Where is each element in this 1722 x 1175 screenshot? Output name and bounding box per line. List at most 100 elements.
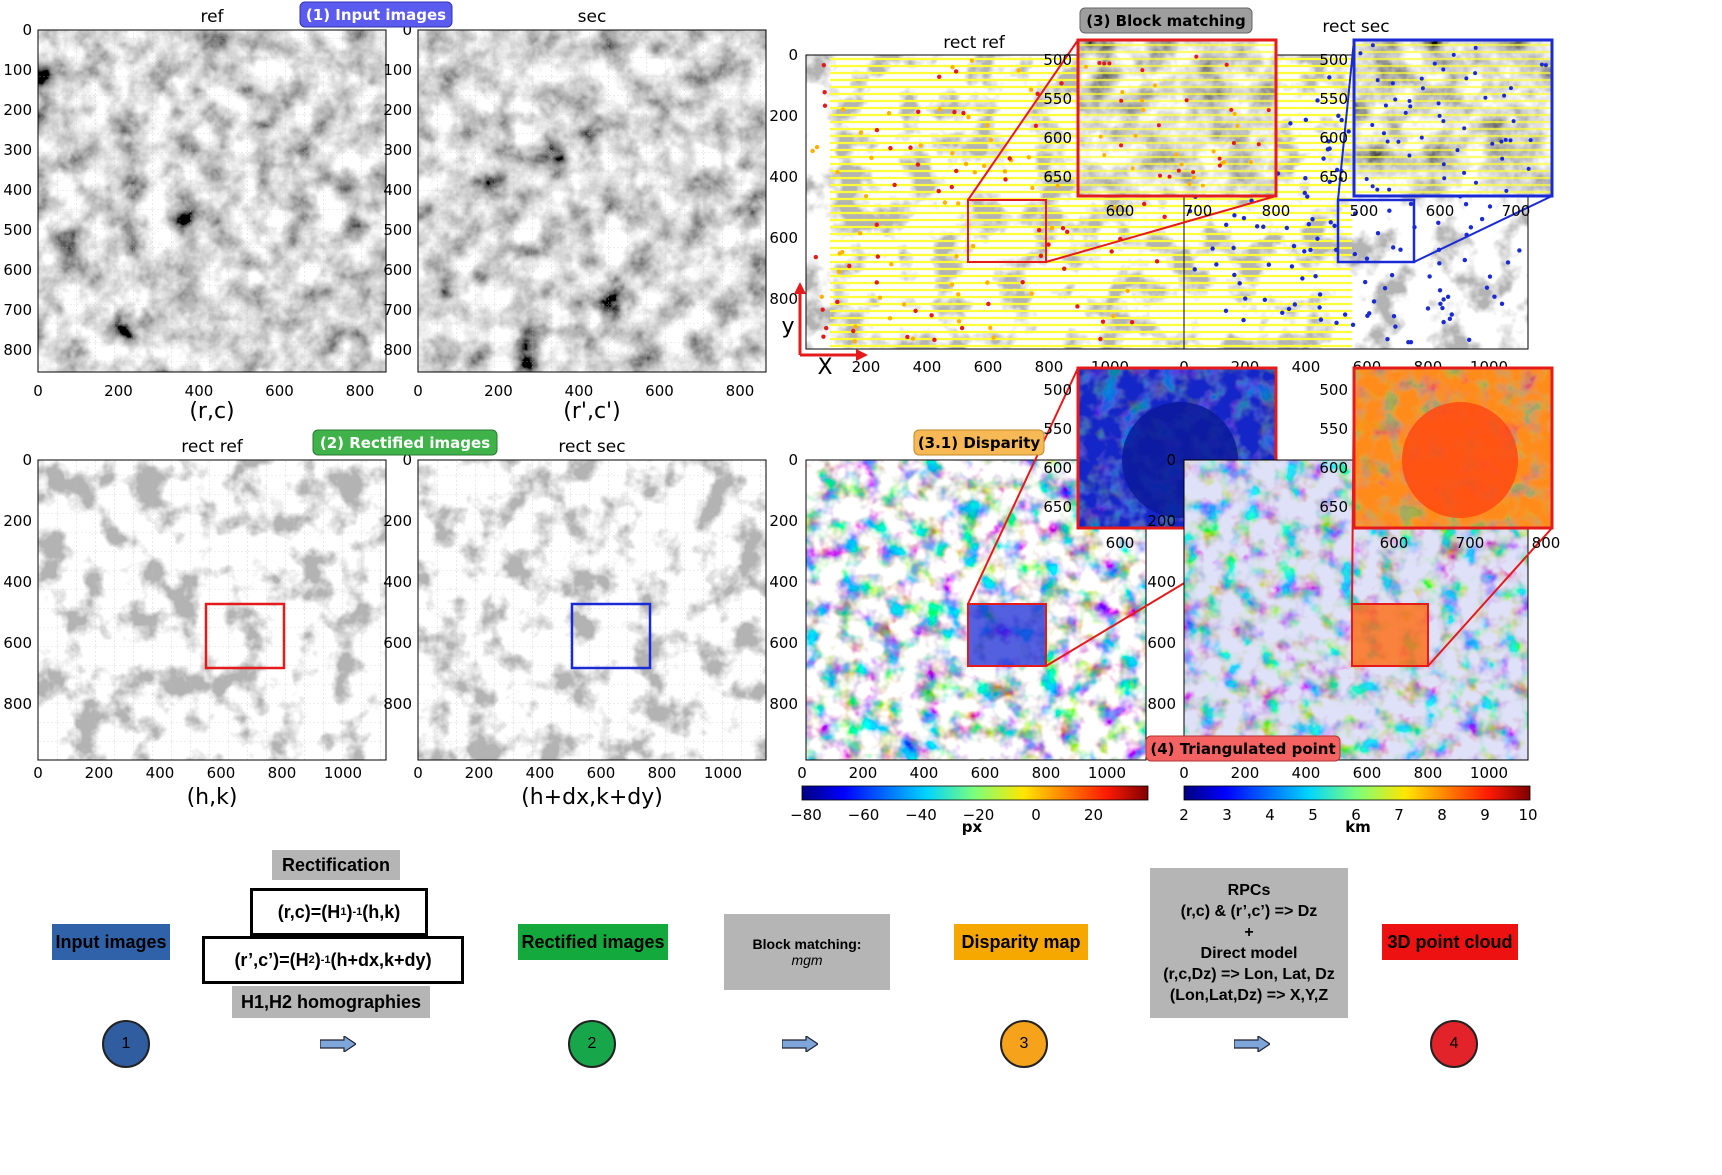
x-tick-label: 800 xyxy=(1414,764,1443,782)
match-point xyxy=(1179,162,1184,167)
match-point xyxy=(1364,256,1370,261)
match-point xyxy=(1463,201,1469,207)
match-point xyxy=(1231,245,1236,251)
match-point xyxy=(819,294,824,300)
rect-x-ticks-left: 0 200 400 600 800 1000 xyxy=(33,764,362,782)
y-tick-label: 600 xyxy=(1043,459,1072,477)
match-point xyxy=(1187,182,1192,187)
match-point xyxy=(875,254,881,259)
match-point xyxy=(1432,61,1437,66)
match-point xyxy=(1490,141,1495,146)
y-tick-label: 0 xyxy=(402,451,412,469)
match-point xyxy=(1468,225,1474,230)
match-point xyxy=(1280,310,1285,316)
match-point xyxy=(1133,133,1138,138)
match-point xyxy=(1224,222,1229,227)
flow-rectification-label: Rectification xyxy=(272,850,400,880)
disp-y-ticks: 0 200 400 600 800 xyxy=(769,451,798,713)
in-x-ticks-right: 0 200 400 600 800 xyxy=(413,382,754,400)
match-point xyxy=(1291,243,1297,249)
y-tick-label: 800 xyxy=(769,695,798,713)
match-point xyxy=(1445,294,1451,300)
eq1-part-a: (r,c)=(H xyxy=(277,901,341,922)
match-point xyxy=(1350,322,1356,328)
ref-title: ref xyxy=(200,7,224,27)
rpc-line-4: Direct model xyxy=(1200,945,1298,962)
match-point xyxy=(1375,78,1380,83)
match-point xyxy=(959,325,965,331)
match-point xyxy=(1026,155,1032,160)
y-tick-label: 400 xyxy=(769,168,798,186)
badge-triangulated xyxy=(1145,735,1341,762)
match-point xyxy=(1543,63,1548,68)
roi-ref-box xyxy=(204,602,286,670)
bm-rect-ref-title: rect ref xyxy=(943,33,1006,53)
match-point xyxy=(1232,272,1237,278)
match-point xyxy=(952,109,957,115)
match-point xyxy=(1352,211,1358,216)
match-point xyxy=(1109,249,1114,254)
match-point xyxy=(1315,98,1320,103)
roi-sec-box xyxy=(570,602,652,670)
match-point xyxy=(887,316,893,321)
match-point xyxy=(1403,110,1408,115)
match-point xyxy=(1075,304,1080,309)
y-tick-label: 400 xyxy=(383,181,412,199)
match-point xyxy=(1235,123,1240,128)
y-tick-label: 500 xyxy=(1043,51,1072,69)
match-point xyxy=(1286,306,1292,312)
y-tick-label: 500 xyxy=(1319,381,1348,399)
eq2-part-c: (h+dx,k+dy) xyxy=(330,949,432,970)
match-point xyxy=(877,295,883,300)
y-tick-label: 800 xyxy=(3,341,32,359)
y-tick-label: 0 xyxy=(1166,451,1176,469)
match-point xyxy=(1511,119,1516,124)
match-point xyxy=(892,182,897,188)
disp-roi xyxy=(968,604,1046,666)
y-tick-label: 300 xyxy=(383,141,412,159)
match-point xyxy=(1241,317,1246,323)
match-point xyxy=(1140,68,1145,73)
match-point xyxy=(810,148,815,154)
match-point xyxy=(908,145,913,150)
match-point xyxy=(1346,129,1351,134)
tri-roi xyxy=(1352,604,1428,666)
y-tick-label: 400 xyxy=(1147,573,1176,591)
x-tick-label: 800 xyxy=(1532,534,1561,552)
match-point xyxy=(1187,208,1193,214)
match-point xyxy=(1111,313,1116,319)
match-point xyxy=(1141,201,1147,207)
colorbar-tick-label: 5 xyxy=(1308,806,1318,824)
match-point xyxy=(1254,224,1260,229)
match-point xyxy=(1217,163,1222,168)
match-point xyxy=(1020,279,1025,285)
badge-input-images xyxy=(299,1,453,28)
y-tick-label: 600 xyxy=(769,634,798,652)
bm-match-points xyxy=(810,58,1522,345)
match-point xyxy=(963,161,969,167)
match-point xyxy=(1362,279,1368,285)
match-point xyxy=(1390,81,1395,86)
match-point xyxy=(822,90,827,95)
flow-block-matching-label: Block matching: xyxy=(752,936,862,952)
y-tick-label: 500 xyxy=(1319,51,1348,69)
x-tick-label: 200 xyxy=(1231,764,1260,782)
match-point xyxy=(1464,76,1469,81)
match-point xyxy=(1508,86,1513,91)
x-tick-label: 400 xyxy=(1292,764,1321,782)
match-point xyxy=(886,111,892,116)
match-point xyxy=(1241,215,1247,221)
match-point xyxy=(942,200,948,205)
match-point xyxy=(1326,139,1331,144)
match-point xyxy=(1407,99,1412,104)
x-tick-label: 500 xyxy=(1350,202,1379,220)
match-point xyxy=(852,339,857,344)
match-point xyxy=(1436,101,1441,106)
colorbar-tick-label: 2 xyxy=(1179,806,1189,824)
match-point xyxy=(863,193,869,199)
colorbar-tick-label: 9 xyxy=(1480,806,1490,824)
y-tick-label: 400 xyxy=(383,573,412,591)
match-point xyxy=(1508,138,1513,143)
match-point xyxy=(1321,156,1326,161)
y-tick-label: 600 xyxy=(1319,129,1348,147)
